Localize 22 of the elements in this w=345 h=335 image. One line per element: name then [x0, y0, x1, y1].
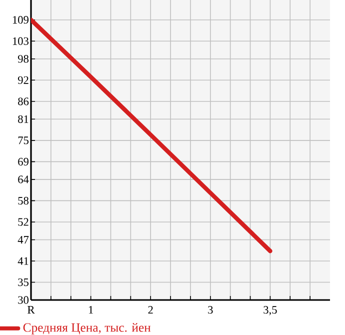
line-series [31, 18, 272, 254]
y-tick-label: 109 [12, 16, 28, 24]
y-tick-label: 69 [18, 158, 28, 166]
y-tick-label: 86 [18, 98, 29, 106]
y-tick-label: 103 [12, 37, 29, 45]
y-tick-label: 98 [18, 55, 29, 63]
x-tick-label: 3 [208, 306, 213, 314]
y-tick-label: 75 [18, 136, 29, 144]
x-tick-label: 2 [148, 306, 153, 314]
y-tick-label: 41 [18, 257, 28, 265]
y-tick-label: 47 [18, 236, 29, 244]
y-tick-label: 64 [18, 176, 29, 184]
x-tick-label: R [28, 306, 35, 314]
x-tick-label: 1 [88, 306, 93, 314]
y-tick-label: 30 [18, 296, 29, 304]
legend-label: Средняя Цена, тыс. йен [23, 322, 151, 334]
y-tick-label: 92 [18, 76, 28, 84]
y-tick-label: 35 [18, 278, 29, 286]
y-tick-label: 52 [18, 218, 28, 226]
y-tick-label: 81 [18, 115, 28, 123]
y-tick-label: 58 [18, 196, 29, 205]
x-tick-label: 3,5 [264, 306, 277, 316]
